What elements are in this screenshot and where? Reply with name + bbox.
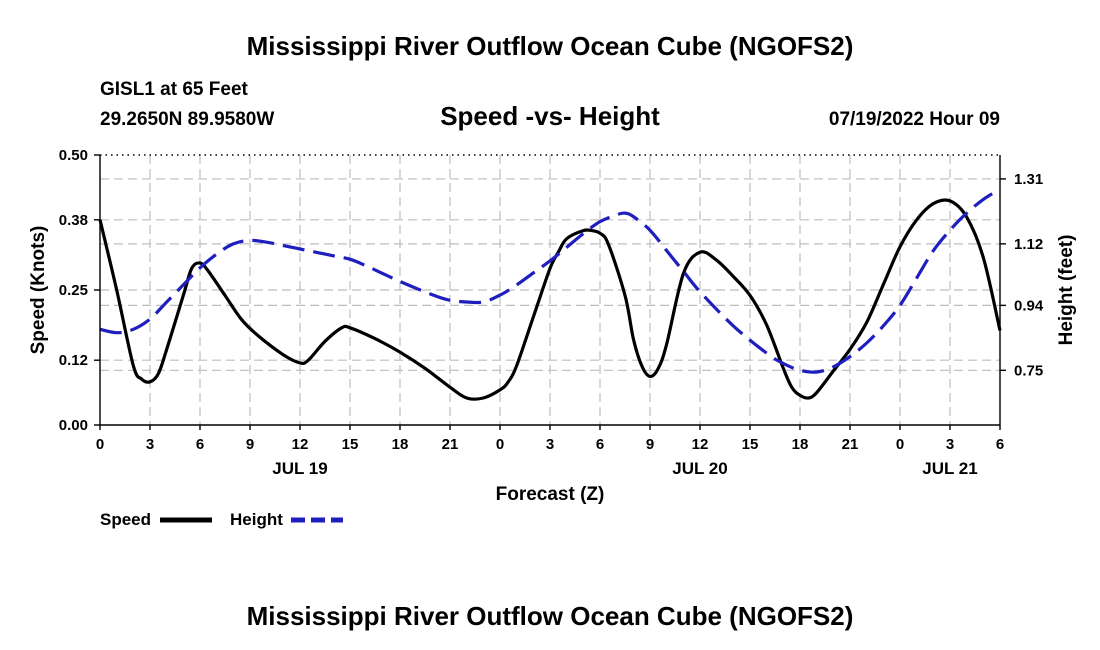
grid [100,155,1000,425]
series-line-speed [98,198,1002,401]
x-tick-label: 12 [292,436,309,453]
chart-title: Speed -vs- Height [440,101,660,131]
x-tick-label: 6 [996,436,1004,453]
x-tick-label: 3 [946,436,954,453]
series-layer [98,187,1002,401]
axis-ticks: 0 3 6 9 12 15 18 21 0 3 6 9 12 15 18 21 0 3 6 JUL 19 JUL 20 J… [59,147,1044,478]
coordinates-label: 29.2650N 89.9580W [100,109,274,130]
y-axis-right-title: Height (feet) [1056,235,1077,346]
y-right-tick-label: 1.31 [1014,171,1043,188]
x-tick-label: 21 [842,436,859,453]
legend-label-speed: Speed [100,510,151,529]
footer-title: Mississippi River Outflow Ocean Cube (NG… [247,601,854,631]
x-tick-label: 18 [392,436,409,453]
x-tick-label: 18 [792,436,809,453]
y-left-tick-label: 0.50 [59,147,88,164]
y-right-tick-label: 0.94 [1014,297,1044,314]
x-tick-label: 6 [596,436,604,453]
x-tick-label: 12 [692,436,709,453]
x-tick-label: 0 [496,436,504,453]
x-date-label: JUL 20 [672,459,727,478]
x-tick-label: 3 [146,436,154,453]
x-tick-label: 15 [342,436,359,453]
x-tick-label: 9 [246,436,254,453]
y-left-tick-label: 0.25 [59,282,88,299]
station-label: GISL1 at 65 Feet [100,79,249,100]
run-time-label: 07/19/2022 Hour 09 [829,109,1000,130]
series-line-height [99,187,1001,374]
x-tick-label: 21 [442,436,459,453]
x-tick-label: 3 [546,436,554,453]
y-axis-left-title: Speed (Knots) [28,226,49,355]
x-date-label: JUL 21 [922,459,977,478]
y-left-tick-label: 0.00 [59,417,88,434]
x-tick-label: 15 [742,436,759,453]
y-right-tick-label: 0.75 [1014,362,1043,379]
x-axis-title: Forecast (Z) [496,484,605,505]
x-tick-label: 0 [96,436,104,453]
x-date-label: JUL 19 [272,459,327,478]
x-tick-label: 9 [646,436,654,453]
legend: Speed Height [100,510,343,529]
page-title: Mississippi River Outflow Ocean Cube (NG… [247,31,854,61]
y-left-tick-label: 0.12 [59,352,88,369]
y-right-tick-label: 1.12 [1014,236,1043,253]
y-left-tick-label: 0.38 [59,212,88,229]
x-tick-label: 0 [896,436,904,453]
legend-label-height: Height [230,510,283,529]
x-tick-label: 6 [196,436,204,453]
